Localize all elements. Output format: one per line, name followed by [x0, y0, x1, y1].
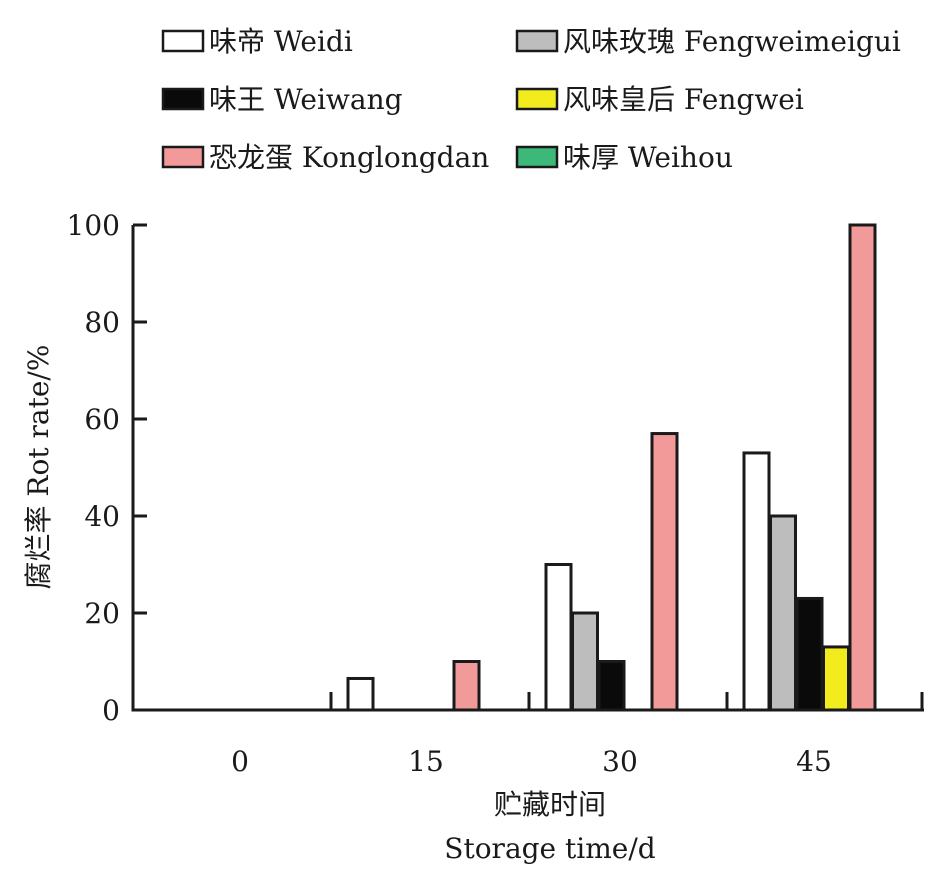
- legend-label: 味王 Weiwang: [209, 83, 403, 116]
- bar-45-4: [848, 223, 877, 712]
- bar-group: [346, 223, 877, 712]
- y-tick-label: 40: [84, 500, 120, 533]
- bar-45-2: [795, 596, 824, 712]
- x-tick-label: 15: [408, 745, 444, 778]
- legend-swatch: [161, 29, 205, 53]
- bar-45-0: [742, 451, 771, 712]
- legend-label: 味厚 Weihou: [563, 141, 733, 174]
- x-tick-label: 45: [796, 745, 832, 778]
- legend-swatch: [515, 29, 559, 53]
- y-tick-label: 80: [84, 306, 120, 339]
- legend-swatch: [161, 87, 205, 111]
- bar-45-1: [769, 514, 797, 712]
- y-tick-label: 20: [84, 597, 120, 630]
- bar-30-4: [650, 432, 679, 712]
- bar-15-4: [452, 660, 481, 712]
- x-tick-label: 0: [231, 745, 249, 778]
- y-axis-label: 腐烂率 Rot rate/%: [22, 345, 55, 590]
- legend-label: 风味皇后 Fengwei: [563, 83, 804, 116]
- y-tick-label: 60: [84, 403, 120, 436]
- x-ticks: 0 15 30 45: [231, 692, 924, 778]
- x-tick-label: 30: [602, 745, 638, 778]
- bar-30-2: [597, 660, 626, 712]
- y-tick-label: 0: [102, 694, 120, 727]
- bar-30-1: [571, 611, 599, 712]
- x-axis-label-zh: 贮藏时间: [494, 788, 606, 821]
- bar-45-3: [822, 645, 850, 712]
- legend-swatch: [161, 145, 205, 169]
- legend-swatch: [515, 145, 559, 169]
- legend-swatch: [515, 87, 559, 111]
- legend-label: 恐龙蛋 Konglongdan: [209, 141, 489, 174]
- y-ticks: 0 20 40 60 80 100: [67, 209, 147, 727]
- legend-label: 味帝 Weidi: [209, 25, 353, 58]
- legend: 味帝 Weidi 风味玫瑰 Fengweimeigui 味王 Weiwang 风味皇后…: [161, 25, 901, 174]
- bar-30-0: [544, 563, 573, 712]
- legend-label: 风味玫瑰 Fengweimeigui: [563, 25, 901, 58]
- y-tick-label: 100: [67, 209, 120, 242]
- bar-15-0: [346, 676, 375, 712]
- x-axis-label-en: Storage time/d: [444, 832, 656, 865]
